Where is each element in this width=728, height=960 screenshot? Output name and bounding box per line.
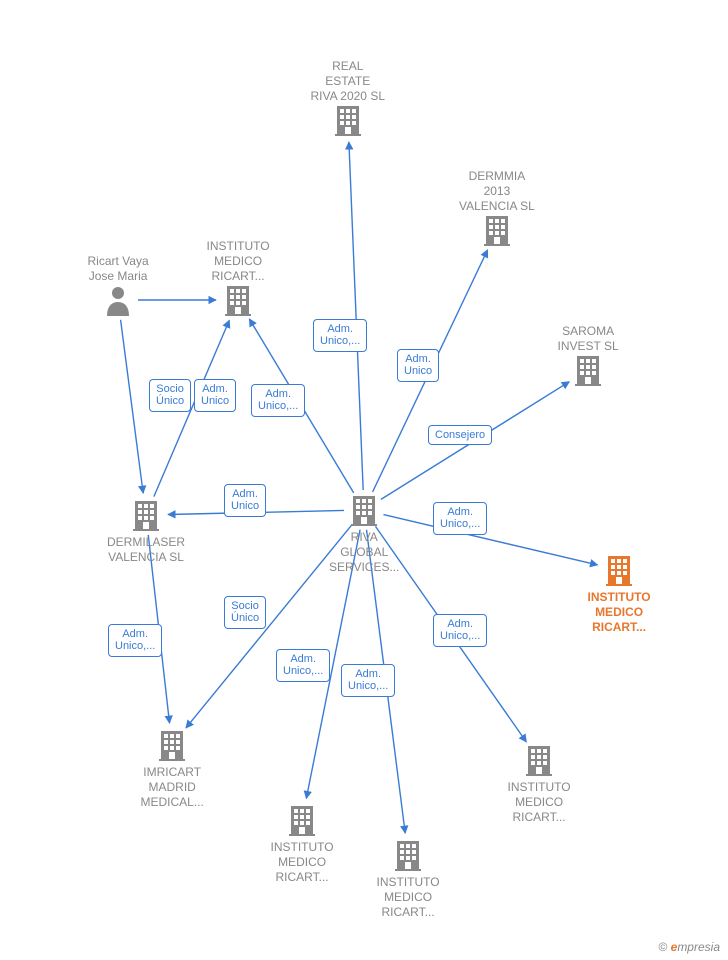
node-label-line: RICART... bbox=[588, 620, 651, 635]
node-label-line: RIVA bbox=[329, 530, 399, 545]
node-inst_br[interactable]: INSTITUTOMEDICORICART... bbox=[508, 744, 571, 825]
edge-line bbox=[186, 525, 351, 727]
building-icon bbox=[482, 235, 512, 249]
node-label-line: MADRID bbox=[141, 780, 204, 795]
node-label-line: Ricart Vaya bbox=[88, 254, 149, 269]
node-label-line: VALENCIA SL bbox=[459, 199, 535, 214]
building-icon bbox=[573, 375, 603, 389]
edge-label: Adm. Unico,... bbox=[433, 614, 487, 647]
node-label-line: INVEST SL bbox=[558, 339, 619, 354]
node-ricart_person[interactable]: Ricart VayaJose Maria bbox=[88, 254, 149, 320]
building-icon bbox=[604, 575, 634, 589]
node-label-line: RICART... bbox=[207, 269, 270, 284]
building-icon bbox=[393, 860, 423, 874]
edge-label: Adm. Unico,... bbox=[341, 664, 395, 697]
edge-label: Adm. Unico,... bbox=[251, 384, 305, 417]
node-label-line: DERMILASER bbox=[107, 535, 185, 550]
node-label-line: Jose Maria bbox=[88, 269, 149, 284]
building-icon bbox=[287, 825, 317, 839]
edge-label: Adm. Unico bbox=[397, 349, 439, 382]
node-label-line: MEDICO bbox=[377, 890, 440, 905]
node-saroma[interactable]: SAROMAINVEST SL bbox=[558, 324, 619, 390]
node-label-line: RICART... bbox=[377, 905, 440, 920]
node-label-line: INSTITUTO bbox=[271, 840, 334, 855]
brand-rest: mpresia bbox=[677, 940, 720, 954]
node-inst_bl_2[interactable]: INSTITUTOMEDICORICART... bbox=[377, 839, 440, 920]
edge-line bbox=[383, 515, 597, 565]
node-label-line: MEDICO bbox=[271, 855, 334, 870]
building-icon bbox=[333, 125, 363, 139]
node-label-line: INSTITUTO bbox=[377, 875, 440, 890]
node-imricart[interactable]: IMRICARTMADRIDMEDICAL... bbox=[141, 729, 204, 810]
building-icon bbox=[349, 515, 379, 529]
edge-label: Adm. Unico bbox=[194, 379, 236, 412]
node-label-line: SERVICES... bbox=[329, 560, 399, 575]
node-label-line: INSTITUTO bbox=[207, 239, 270, 254]
node-label-line: RIVA 2020 SL bbox=[311, 89, 386, 104]
node-real_estate[interactable]: REALESTATERIVA 2020 SL bbox=[311, 59, 386, 140]
building-icon bbox=[157, 750, 187, 764]
copyright: © empresia bbox=[658, 940, 720, 954]
node-label-line: INSTITUTO bbox=[508, 780, 571, 795]
node-label-line: GLOBAL bbox=[329, 545, 399, 560]
node-label-line: ESTATE bbox=[311, 74, 386, 89]
node-label-line: RICART... bbox=[508, 810, 571, 825]
node-label-line: VALENCIA SL bbox=[107, 550, 185, 565]
node-label-line: REAL bbox=[311, 59, 386, 74]
diagram-canvas: REALESTATERIVA 2020 SL DERMMIA2013VALENC… bbox=[0, 0, 728, 960]
node-label-line: SAROMA bbox=[558, 324, 619, 339]
edge-label: Socio Único bbox=[224, 596, 266, 629]
edge-label: Consejero bbox=[428, 425, 492, 446]
edge-line bbox=[121, 320, 144, 493]
node-inst_bl_1[interactable]: INSTITUTOMEDICORICART... bbox=[271, 804, 334, 885]
edge-line bbox=[349, 142, 363, 490]
person-icon bbox=[103, 305, 133, 319]
node-label-line: IMRICART bbox=[141, 765, 204, 780]
edge-label: Adm. Unico,... bbox=[276, 649, 330, 682]
node-riva_global[interactable]: RIVAGLOBALSERVICES... bbox=[329, 494, 399, 575]
node-label-line: MEDICO bbox=[508, 795, 571, 810]
node-label-line: RICART... bbox=[271, 870, 334, 885]
node-inst_medico_top[interactable]: INSTITUTOMEDICORICART... bbox=[207, 239, 270, 320]
edge-label: Adm. Unico,... bbox=[313, 319, 367, 352]
node-label-line: MEDICO bbox=[588, 605, 651, 620]
building-icon bbox=[131, 520, 161, 534]
edge-label: Adm. Unico,... bbox=[108, 624, 162, 657]
node-label-line: MEDICO bbox=[207, 254, 270, 269]
building-icon bbox=[524, 765, 554, 779]
node-dermilaser[interactable]: DERMILASERVALENCIA SL bbox=[107, 499, 185, 565]
edge-label: Adm. Unico bbox=[224, 484, 266, 517]
edge-label: Adm. Unico,... bbox=[433, 502, 487, 535]
node-label-line: MEDICAL... bbox=[141, 795, 204, 810]
node-label-line: 2013 bbox=[459, 184, 535, 199]
copyright-symbol: © bbox=[658, 940, 667, 954]
edges-layer bbox=[0, 0, 728, 960]
node-inst_highlight[interactable]: INSTITUTOMEDICORICART... bbox=[588, 554, 651, 635]
building-icon bbox=[223, 305, 253, 319]
node-dermmia[interactable]: DERMMIA2013VALENCIA SL bbox=[459, 169, 535, 250]
edge-label: Socio Único bbox=[149, 379, 191, 412]
node-label-line: DERMMIA bbox=[459, 169, 535, 184]
node-label-line: INSTITUTO bbox=[588, 590, 651, 605]
